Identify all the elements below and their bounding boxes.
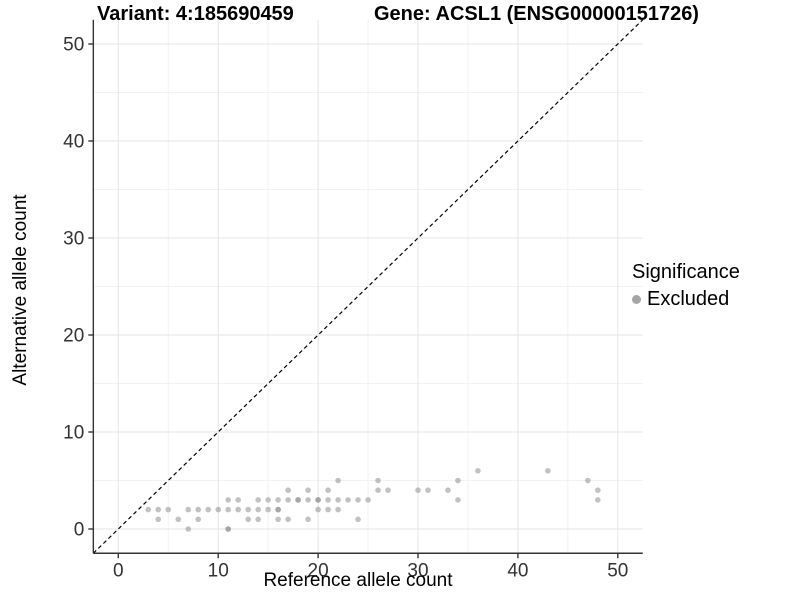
x-axis-title: Reference allele count <box>263 570 453 591</box>
data-point <box>375 477 381 484</box>
data-point <box>155 516 162 523</box>
x-tick-label: 30 <box>407 560 428 581</box>
legend: Significance Excluded <box>632 261 740 311</box>
data-point <box>335 506 341 513</box>
y-tick-label: 0 <box>74 520 85 541</box>
data-point <box>305 516 311 523</box>
data-point <box>235 497 241 503</box>
data-point <box>195 516 202 523</box>
data-point <box>315 506 321 513</box>
data-point <box>365 497 371 503</box>
data-point <box>265 506 271 513</box>
data-point <box>345 497 351 503</box>
data-point <box>275 516 281 523</box>
y-axis-title: Alternative allele count <box>10 194 31 386</box>
data-point <box>225 526 231 532</box>
variant-title: Variant: 4:185690459 <box>97 3 294 25</box>
data-point <box>455 497 461 503</box>
data-point <box>545 468 551 474</box>
y-tick-label: 10 <box>63 423 84 444</box>
data-point <box>415 487 421 494</box>
data-point <box>385 487 391 494</box>
data-point <box>255 497 261 503</box>
gene-title: Gene: ACSL1 (ENSG00000151726) <box>374 3 699 25</box>
data-point <box>335 497 341 503</box>
y-tick-label: 40 <box>63 132 84 153</box>
data-point <box>245 506 251 513</box>
data-point <box>265 497 271 503</box>
data-point <box>425 487 431 494</box>
data-point <box>285 516 291 523</box>
data-point <box>325 487 331 494</box>
data-point <box>275 506 281 513</box>
data-point <box>315 497 321 503</box>
data-point <box>185 526 192 532</box>
data-point <box>225 506 231 513</box>
data-point <box>285 487 291 494</box>
data-point <box>595 487 601 494</box>
y-tick-label: 50 <box>63 35 84 56</box>
data-point <box>145 506 152 513</box>
data-point <box>325 497 331 503</box>
data-point <box>185 506 192 513</box>
data-point <box>195 506 202 513</box>
x-tick-label: 20 <box>308 560 329 581</box>
data-point <box>225 497 231 503</box>
data-point <box>355 516 361 523</box>
data-point <box>335 477 341 484</box>
data-point <box>355 497 361 503</box>
data-point <box>445 487 451 494</box>
data-point <box>255 516 261 523</box>
data-point <box>275 497 281 503</box>
y-tick-label: 30 <box>63 229 84 250</box>
legend-item-label: Excluded <box>647 288 730 310</box>
data-point <box>475 468 481 474</box>
data-point <box>305 497 311 503</box>
x-tick-label: 50 <box>607 560 628 581</box>
legend-item-excluded: Excluded <box>632 288 740 311</box>
data-point <box>255 506 261 513</box>
data-point <box>585 477 591 484</box>
data-point <box>165 506 172 513</box>
data-point <box>595 497 601 503</box>
data-point <box>455 477 461 484</box>
data-point <box>285 497 291 503</box>
data-point <box>175 516 182 523</box>
x-tick-label: 40 <box>507 560 528 581</box>
data-point <box>295 497 301 503</box>
data-point <box>205 506 212 513</box>
y-tick-label: 20 <box>63 326 84 347</box>
data-point <box>325 506 331 513</box>
legend-dot-icon <box>632 295 641 304</box>
x-tick-label: 0 <box>113 560 124 581</box>
data-point <box>215 506 221 513</box>
legend-title: Significance <box>632 261 740 283</box>
identity-line <box>92 19 644 554</box>
data-point <box>155 506 162 513</box>
data-point <box>245 516 251 523</box>
data-point <box>305 487 311 494</box>
data-point <box>375 487 381 494</box>
x-tick-label: 10 <box>208 560 229 581</box>
data-point <box>235 506 241 513</box>
